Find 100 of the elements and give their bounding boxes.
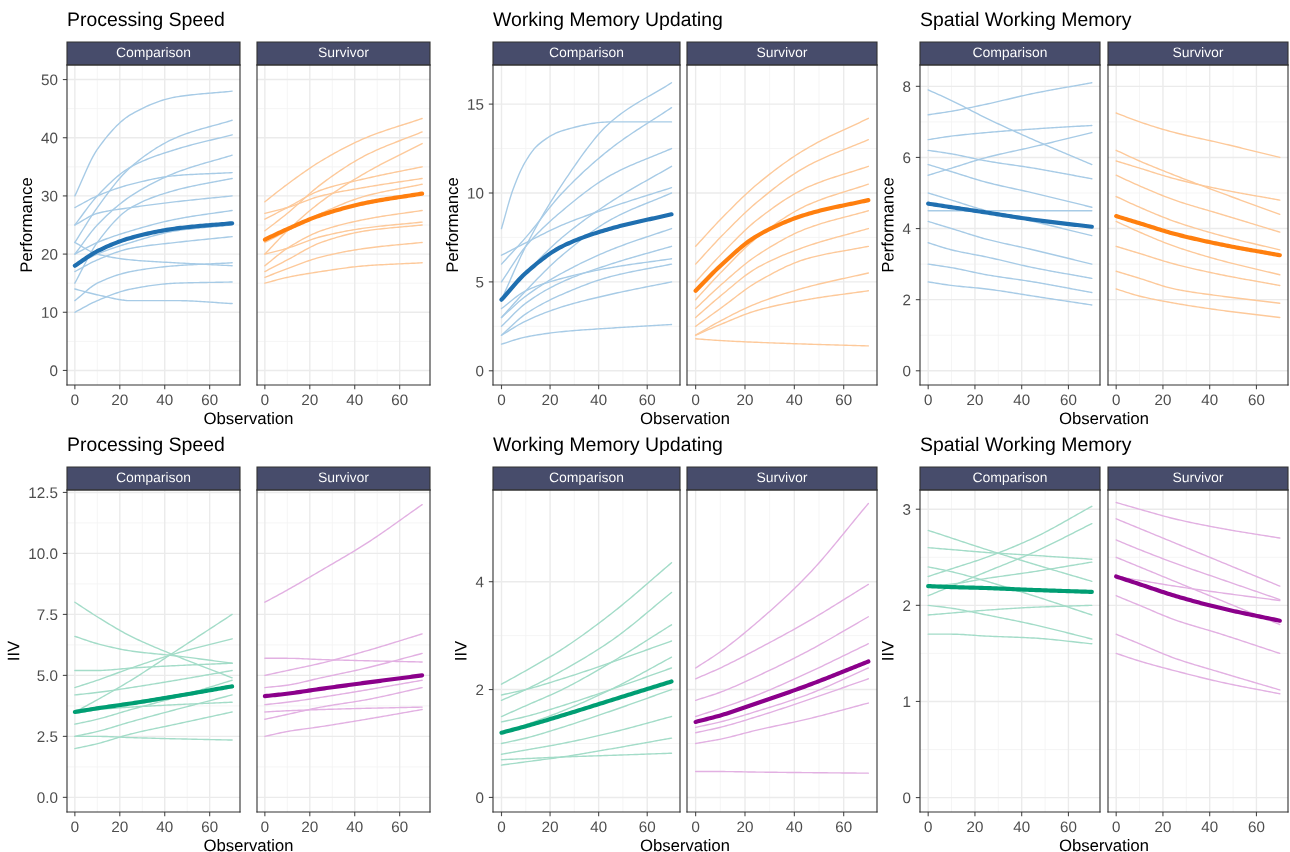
x-tick-label: 20 [302,821,318,833]
x-tick-label: 20 [302,394,318,406]
x-tick-label: 20 [1155,394,1171,406]
y-tick-label: 2 [903,600,911,611]
x-tick-label: 60 [391,821,408,833]
y-axis-title: Performance [19,178,33,272]
x-axis-title: Observation [204,412,293,425]
x-tick-label: 60 [201,394,218,406]
x-tick-label: 0 [261,821,269,833]
x-tick-label: 40 [786,821,803,833]
x-tick-label: 0 [497,394,506,406]
x-tick-label: 60 [1248,394,1265,406]
chart-title: Processing Speed [68,11,224,30]
y-tick-label: 2.5 [37,731,58,743]
y-axis-title: Performance [881,178,894,272]
x-axis-title: Observation [1059,412,1148,425]
y-tick-label: 30 [41,190,58,202]
y-tick-label: 50 [41,74,58,86]
x-tick-label: 20 [967,821,983,833]
x-tick-label: 40 [590,394,607,406]
x-axis-title: Observation [1059,839,1148,852]
x-tick-label: 0 [497,821,506,833]
chart-subtitle: Comparison [116,472,191,485]
x-tick-label: 20 [737,394,753,406]
x-tick-label: 40 [156,394,173,406]
chart-subtitle: Survivor [1173,472,1224,483]
y-axis-title: Performance [445,178,459,272]
y-axis-title: IIV [455,640,467,660]
x-tick-label: 40 [786,394,803,406]
x-tick-label: 0 [691,394,700,406]
x-tick-label: 0 [1112,821,1120,833]
y-tick-label: 3 [903,504,911,515]
x-tick-label: 60 [639,821,656,833]
x-tick-label: 20 [967,394,983,406]
x-axis-title: Observation [640,839,729,852]
y-tick-label: 40 [41,132,58,144]
y-tick-label: 6 [903,152,911,164]
y-tick-label: 15 [468,99,484,110]
y-tick-label: 2 [903,294,911,306]
y-tick-label: 7.5 [37,609,58,621]
y-tick-label: 12.5 [29,487,58,499]
chart-subtitle: Survivor [757,47,808,58]
x-tick-label: 20 [737,821,753,833]
chart-subtitle: Comparison [973,472,1047,485]
chart-subtitle: Comparison [549,47,624,60]
x-tick-label: 20 [542,821,558,833]
x-tick-label: 0 [691,821,700,833]
y-tick-label: 0 [476,792,484,804]
x-tick-label: 60 [1248,821,1265,833]
x-tick-label: 40 [1013,394,1030,406]
x-tick-label: 40 [156,821,173,833]
y-tick-label: 5.0 [37,670,58,682]
y-tick-label: 0 [50,365,58,377]
x-tick-label: 0 [1112,394,1120,406]
chart-title: Spatial Working Memory [920,436,1132,455]
x-tick-label: 40 [346,394,363,406]
x-tick-label: 40 [1201,394,1218,406]
x-tick-label: 60 [1060,394,1077,406]
chart-subtitle: Survivor [757,472,808,483]
chart-title: Spatial Working Memory [920,11,1132,30]
x-tick-label: 40 [1201,821,1218,833]
x-tick-label: 60 [835,394,852,406]
chart-subtitle: Comparison [973,47,1047,60]
chart-subtitle: Comparison [116,47,191,60]
x-tick-label: 60 [1060,821,1077,833]
x-tick-label: 20 [1155,821,1171,833]
y-tick-label: 2 [476,684,484,696]
chart-subtitle: Survivor [318,47,369,58]
y-tick-label: 1 [903,696,911,707]
x-tick-label: 0 [71,394,79,406]
x-tick-label: 0 [261,394,269,406]
x-tick-label: 40 [1013,821,1030,833]
x-tick-label: 20 [112,394,128,406]
x-tick-label: 20 [542,394,558,406]
chart-subtitle: Survivor [318,472,369,483]
y-tick-label: 0.0 [37,792,58,804]
x-tick-label: 60 [201,821,218,833]
x-tick-label: 0 [924,821,932,833]
y-tick-label: 8 [903,81,911,93]
x-axis-title: Observation [204,839,293,852]
x-tick-label: 60 [391,394,408,406]
x-axis-title: Observation [640,412,729,425]
y-tick-label: 0 [903,365,911,377]
y-tick-label: 10.0 [29,548,58,560]
chart-subtitle: Survivor [1173,47,1224,58]
chart-title: Working Memory Updating [493,436,722,455]
y-tick-label: 4 [475,576,484,588]
x-tick-label: 0 [71,821,79,833]
y-tick-label: 5 [476,276,484,288]
y-tick-label: 10 [468,187,484,199]
y-axis-title: IIV [882,640,894,660]
x-tick-label: 20 [112,821,128,833]
y-tick-label: 20 [41,248,58,260]
x-tick-label: 60 [835,821,852,833]
x-tick-label: 60 [639,394,656,406]
x-tick-label: 0 [924,394,932,406]
chart-subtitle: Comparison [549,472,624,485]
chart-title: Working Memory Updating [493,11,722,30]
chart-title: Processing Speed [68,436,224,455]
y-tick-label: 10 [42,307,58,318]
